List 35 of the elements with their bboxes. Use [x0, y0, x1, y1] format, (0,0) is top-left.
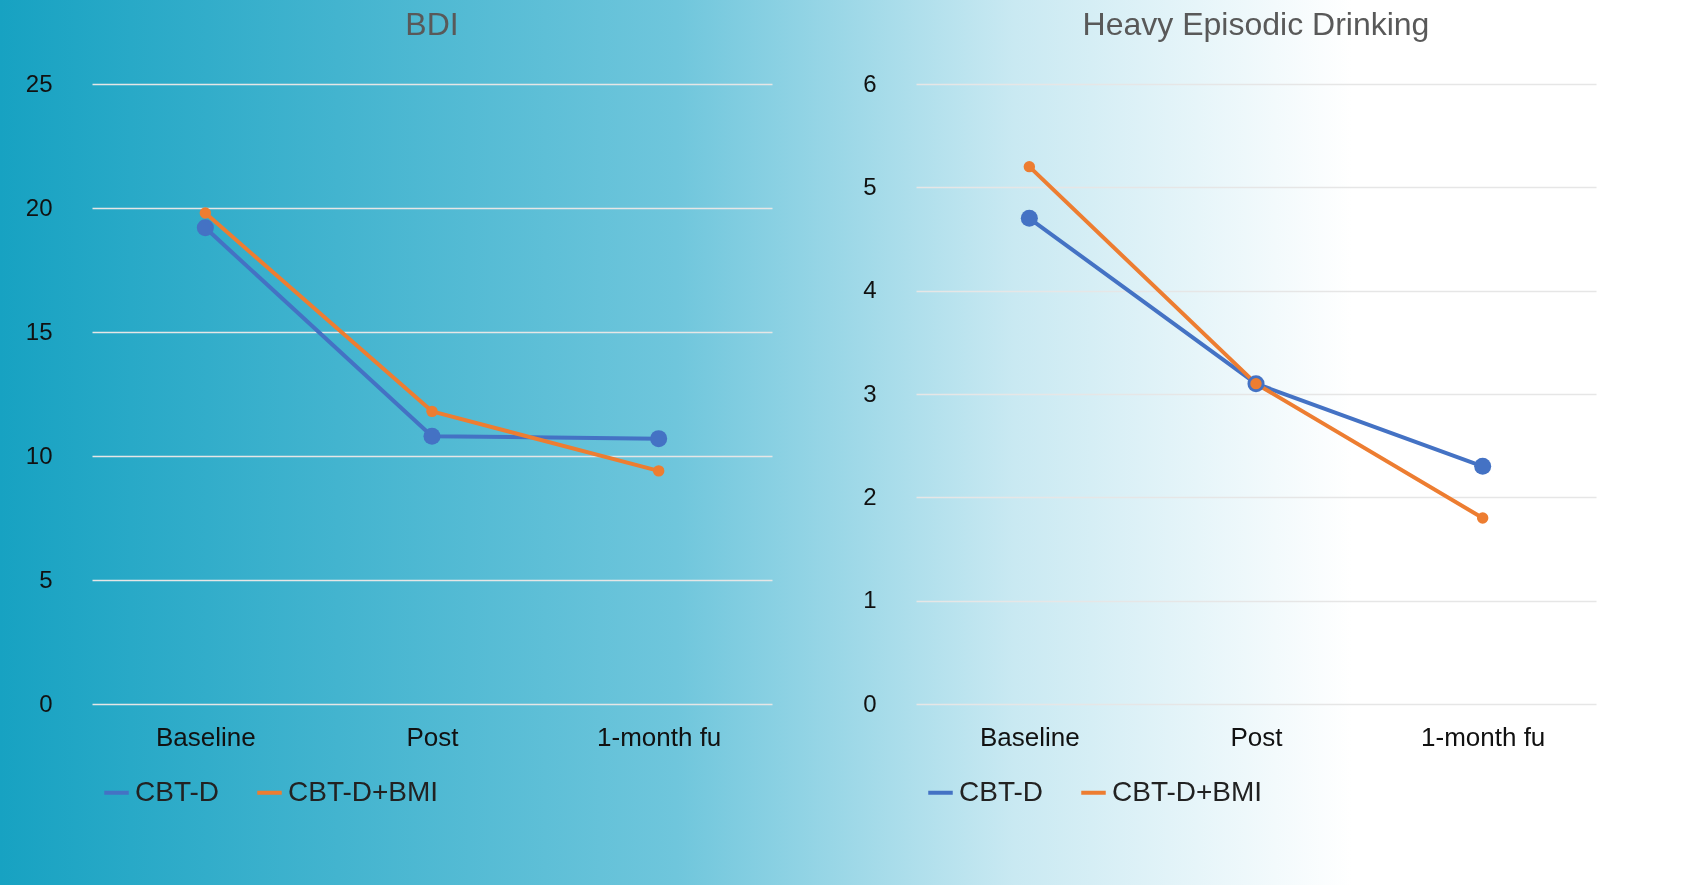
x-tick-label: Post [1230, 721, 1284, 752]
y-tick-label: 3 [863, 379, 877, 407]
legend-label: CBT-D [959, 775, 1043, 807]
x-tick-label: 1-month fu [1421, 721, 1546, 752]
legend-label: CBT-D [135, 775, 219, 807]
point [652, 465, 665, 477]
x-tick-label: 1-month fu [597, 721, 722, 752]
y-tick-label: 2 [863, 482, 877, 510]
legend-label: CBT-D+BMI [288, 775, 439, 807]
point [1020, 209, 1038, 227]
x-tick-label: Baseline [979, 721, 1080, 752]
y-tick-label: 15 [25, 317, 53, 345]
y-tick-label: 0 [863, 689, 877, 717]
y-tick-label: 5 [863, 172, 877, 200]
point [650, 430, 668, 448]
y-tick-label: 6 [863, 69, 877, 97]
point [196, 219, 214, 237]
y-tick-label: 10 [25, 441, 53, 469]
y-tick-label: 20 [25, 193, 53, 221]
y-tick-label: 4 [863, 276, 877, 304]
point [1474, 457, 1492, 475]
legend-label: CBT-D+BMI [1112, 775, 1263, 807]
y-tick-label: 1 [863, 586, 877, 614]
point [1476, 512, 1489, 524]
x-tick-label: Post [406, 721, 460, 752]
point [426, 405, 438, 418]
chart-title: Heavy Episodic Drinking [1082, 6, 1430, 42]
point [423, 427, 441, 445]
point [199, 207, 212, 219]
y-tick-label: 0 [39, 689, 53, 717]
point [1023, 160, 1036, 173]
chart-title: BDI [405, 6, 459, 42]
x-tick-label: Baseline [155, 721, 256, 752]
y-tick-label: 25 [25, 69, 53, 97]
y-tick-label: 5 [39, 565, 53, 593]
